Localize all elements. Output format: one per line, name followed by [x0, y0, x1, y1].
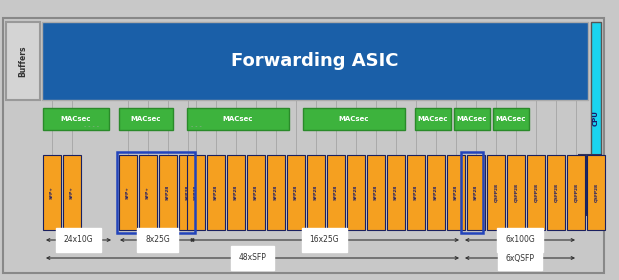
Bar [6, 22, 40, 100]
Text: SFP28: SFP28 [234, 185, 238, 200]
Bar [247, 155, 265, 230]
Bar [547, 155, 565, 230]
Text: 8x25G: 8x25G [145, 235, 170, 244]
Text: SFP28: SFP28 [314, 185, 318, 200]
Text: MACsec: MACsec [339, 116, 370, 122]
Text: CPU: CPU [593, 110, 599, 126]
Text: Forwarding ASIC: Forwarding ASIC [232, 52, 399, 70]
Bar [179, 155, 197, 230]
Text: 48xSFP: 48xSFP [238, 253, 266, 263]
Bar [307, 155, 325, 230]
Bar [187, 155, 205, 230]
Text: SFP28: SFP28 [434, 185, 438, 200]
Text: MACsec: MACsec [223, 116, 253, 122]
Text: MACsec: MACsec [131, 116, 162, 122]
Bar [467, 155, 485, 230]
Bar [347, 155, 365, 230]
Text: SFP28: SFP28 [334, 185, 338, 200]
Bar [119, 108, 173, 130]
Text: MACsec: MACsec [457, 116, 487, 122]
Bar [587, 155, 605, 230]
Text: - - - -: - - - - [85, 125, 100, 129]
Bar [454, 108, 490, 130]
Bar [287, 155, 305, 230]
Bar [427, 155, 445, 230]
Bar [579, 155, 601, 215]
Text: DRAM: DRAM [587, 174, 592, 196]
Text: SFP28: SFP28 [374, 185, 378, 200]
Text: Buffers: Buffers [19, 45, 27, 77]
Text: QSFP28: QSFP28 [594, 183, 598, 202]
Bar [461, 152, 483, 233]
Bar [527, 155, 545, 230]
Text: SFP+: SFP+ [50, 186, 54, 199]
Bar [507, 155, 525, 230]
Bar [42, 22, 588, 100]
Bar [415, 108, 451, 130]
Text: SFP28: SFP28 [394, 185, 398, 200]
Text: MACsec: MACsec [496, 116, 526, 122]
Text: SFP28: SFP28 [254, 185, 258, 200]
Bar [227, 155, 245, 230]
Bar [303, 108, 405, 130]
Bar [187, 108, 289, 130]
Text: 6xQSFP: 6xQSFP [506, 253, 534, 263]
Bar [117, 152, 195, 233]
Text: SFP28: SFP28 [294, 185, 298, 200]
Bar [267, 155, 285, 230]
Text: SFP28: SFP28 [186, 185, 190, 200]
Text: 24x10G: 24x10G [64, 235, 93, 244]
Text: SFP28: SFP28 [166, 185, 170, 200]
Text: QSFP28: QSFP28 [494, 183, 498, 202]
Bar [207, 155, 225, 230]
Text: QSFP28: QSFP28 [514, 183, 518, 202]
Text: SFP+: SFP+ [70, 186, 74, 199]
Text: SFP28: SFP28 [454, 185, 458, 200]
Text: SFP28: SFP28 [474, 185, 478, 200]
Bar [327, 155, 345, 230]
Bar [63, 155, 81, 230]
Text: SFP28: SFP28 [214, 185, 218, 200]
Text: 16x25G: 16x25G [310, 235, 339, 244]
Bar [493, 108, 529, 130]
Text: QSFP28: QSFP28 [534, 183, 538, 202]
Bar [367, 155, 385, 230]
Text: SFP+: SFP+ [126, 186, 130, 199]
Bar [387, 155, 405, 230]
Bar [43, 155, 61, 230]
Bar [139, 155, 157, 230]
Bar [159, 155, 177, 230]
Text: QSFP28: QSFP28 [574, 183, 578, 202]
Text: SFP+: SFP+ [146, 186, 150, 199]
Bar [487, 155, 505, 230]
Text: SFP28: SFP28 [414, 185, 418, 200]
Bar [407, 155, 425, 230]
Bar [591, 22, 601, 214]
Text: SFP28: SFP28 [194, 185, 198, 200]
Bar [447, 155, 465, 230]
Text: MACsec: MACsec [61, 116, 91, 122]
Text: SFP28: SFP28 [274, 185, 278, 200]
Text: MACsec: MACsec [418, 116, 448, 122]
Bar [43, 108, 109, 130]
Text: QSFP28: QSFP28 [554, 183, 558, 202]
Bar [119, 155, 137, 230]
Text: - - -: - - - [191, 125, 201, 129]
Bar [567, 155, 585, 230]
Text: 6x100G: 6x100G [505, 235, 535, 244]
Text: SFP28: SFP28 [354, 185, 358, 200]
